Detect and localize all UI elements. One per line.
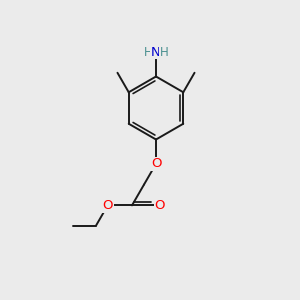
Text: H: H (144, 46, 153, 59)
Text: O: O (102, 199, 113, 212)
Text: H: H (159, 46, 168, 59)
Text: N: N (151, 46, 161, 59)
Text: O: O (151, 157, 161, 170)
Text: O: O (154, 199, 165, 212)
